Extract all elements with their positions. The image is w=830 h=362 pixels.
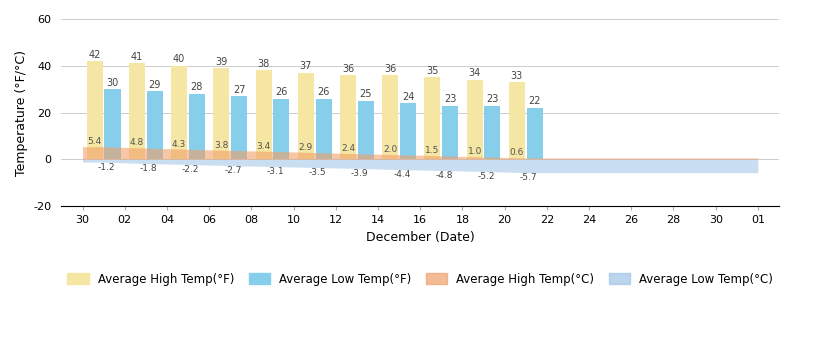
Text: 4.3: 4.3	[172, 139, 186, 148]
Bar	[86, 61, 103, 159]
Text: 0.6: 0.6	[510, 148, 524, 157]
Text: 26: 26	[275, 87, 287, 97]
Text: 28: 28	[191, 83, 203, 92]
Legend: Average High Temp(°F), Average Low Temp(°F), Average High Temp(°C), Average Low : Average High Temp(°F), Average Low Temp(…	[62, 268, 778, 291]
Bar	[213, 68, 229, 159]
Text: -3.9: -3.9	[351, 169, 369, 178]
Text: -1.8: -1.8	[139, 164, 158, 173]
Bar	[358, 101, 374, 159]
Text: 33: 33	[510, 71, 523, 81]
Text: 2.0: 2.0	[383, 145, 398, 154]
Bar	[171, 66, 188, 159]
Text: 4.8: 4.8	[129, 138, 144, 147]
Text: -5.2: -5.2	[477, 172, 495, 181]
Text: 23: 23	[444, 94, 456, 104]
Text: 1.5: 1.5	[425, 146, 440, 155]
Text: 40: 40	[173, 54, 185, 64]
Bar	[442, 105, 458, 159]
Text: 22: 22	[529, 96, 541, 106]
Text: 30: 30	[106, 78, 119, 88]
Text: 35: 35	[427, 66, 438, 76]
Text: -1.2: -1.2	[97, 163, 115, 172]
X-axis label: December (Date): December (Date)	[366, 231, 475, 244]
Text: 25: 25	[359, 89, 372, 100]
Bar	[147, 92, 163, 159]
Text: 29: 29	[149, 80, 161, 90]
Text: 36: 36	[342, 64, 354, 74]
Text: 24: 24	[402, 92, 414, 102]
Bar	[129, 63, 145, 159]
Bar	[189, 94, 205, 159]
Bar	[526, 108, 543, 159]
Bar	[400, 103, 416, 159]
Text: 36: 36	[384, 64, 397, 74]
Text: 23: 23	[486, 94, 499, 104]
Text: -5.7: -5.7	[520, 173, 537, 182]
Text: 1.0: 1.0	[467, 147, 482, 156]
Bar	[424, 77, 441, 159]
Bar	[298, 73, 314, 159]
Y-axis label: Temperature (°F/°C): Temperature (°F/°C)	[15, 50, 28, 176]
Text: 37: 37	[300, 62, 312, 71]
Bar	[105, 89, 120, 159]
Text: 2.9: 2.9	[299, 143, 313, 152]
Bar	[231, 96, 247, 159]
Bar	[315, 98, 331, 159]
Text: -4.8: -4.8	[435, 171, 452, 180]
Text: 41: 41	[131, 52, 143, 62]
Text: -2.2: -2.2	[182, 165, 199, 174]
Bar	[340, 75, 356, 159]
Bar	[273, 98, 290, 159]
Text: 26: 26	[317, 87, 330, 97]
Text: -3.5: -3.5	[309, 168, 326, 177]
Text: 5.4: 5.4	[88, 137, 102, 146]
Text: 34: 34	[469, 68, 481, 79]
Text: -3.1: -3.1	[266, 167, 284, 176]
Text: -2.7: -2.7	[224, 166, 242, 175]
Bar	[509, 82, 525, 159]
Text: 42: 42	[89, 50, 101, 60]
Text: 38: 38	[257, 59, 270, 69]
Bar	[256, 71, 271, 159]
Bar	[383, 75, 398, 159]
Bar	[485, 105, 500, 159]
Text: 2.4: 2.4	[341, 144, 355, 153]
Text: 3.8: 3.8	[214, 141, 228, 150]
Text: 3.4: 3.4	[256, 142, 271, 151]
Text: -4.4: -4.4	[393, 170, 411, 179]
Text: 27: 27	[233, 85, 246, 95]
Bar	[466, 80, 483, 159]
Text: 39: 39	[215, 57, 227, 67]
